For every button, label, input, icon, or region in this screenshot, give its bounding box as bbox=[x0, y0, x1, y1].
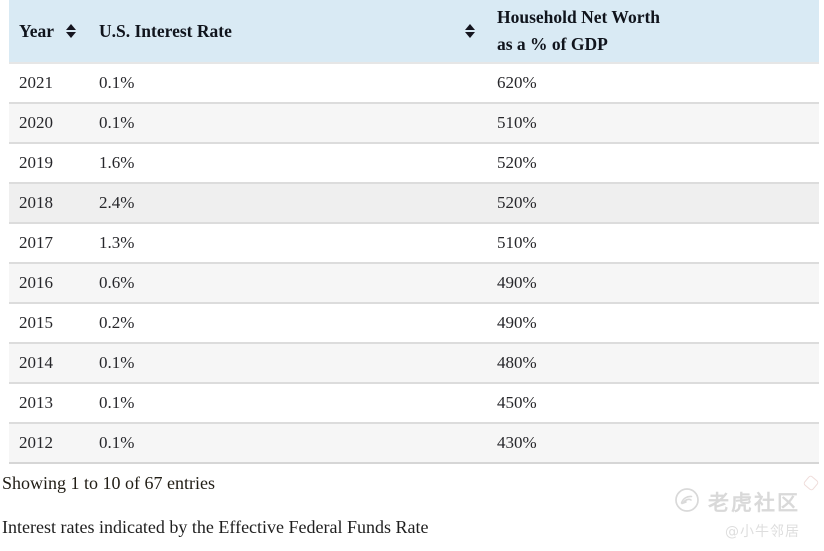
column-header-interest-rate-label: U.S. Interest Rate bbox=[99, 20, 232, 41]
year-cell: 2019 bbox=[9, 142, 89, 183]
interest-rate-cell: 0.2% bbox=[89, 302, 487, 343]
year-cell: 2013 bbox=[9, 382, 89, 423]
table-row[interactable]: 2021 0.1% 620% bbox=[9, 62, 819, 103]
year-cell: 2021 bbox=[9, 62, 89, 103]
net-worth-cell: 520% bbox=[487, 142, 819, 183]
interest-rate-cell: 1.3% bbox=[89, 222, 487, 263]
watermark: 老虎社区 @小牛邻居 bbox=[674, 487, 800, 541]
year-cell: 2018 bbox=[9, 182, 89, 223]
entries-status-text: Showing 1 to 10 of 67 entries bbox=[2, 473, 215, 493]
net-worth-cell: 520% bbox=[487, 182, 819, 223]
interest-rate-cell: 0.1% bbox=[89, 382, 487, 423]
sort-icon[interactable] bbox=[65, 24, 76, 38]
net-worth-cell: 510% bbox=[487, 102, 819, 143]
sort-icon[interactable] bbox=[465, 24, 475, 38]
interest-rate-cell: 0.1% bbox=[89, 102, 487, 143]
data-table: Year U.S. Interest Rate bbox=[9, 0, 819, 464]
header-row: Year U.S. Interest Rate bbox=[9, 0, 819, 63]
net-worth-cell: 450% bbox=[487, 382, 819, 423]
net-worth-cell: 480% bbox=[487, 342, 819, 383]
table-body: 2021 0.1% 620% 2020 0.1% 510% 2019 1.6% … bbox=[9, 62, 819, 463]
column-header-year-label: Year bbox=[19, 20, 54, 41]
year-cell: 2016 bbox=[9, 262, 89, 303]
sort-up-arrow-icon bbox=[465, 24, 475, 30]
table-row[interactable]: 2018 2.4% 520% bbox=[9, 182, 819, 223]
table-row[interactable]: 2016 0.6% 490% bbox=[9, 262, 819, 303]
net-worth-cell: 490% bbox=[487, 262, 819, 303]
interest-rate-table-container: Year U.S. Interest Rate bbox=[9, 0, 819, 464]
net-worth-cell: 490% bbox=[487, 302, 819, 343]
table-header: Year U.S. Interest Rate bbox=[9, 0, 819, 63]
table-row[interactable]: 2014 0.1% 480% bbox=[9, 342, 819, 383]
table-row[interactable]: 2012 0.1% 430% bbox=[9, 422, 819, 463]
column-header-interest-rate[interactable]: U.S. Interest Rate bbox=[89, 0, 487, 63]
column-header-net-worth[interactable]: Household Net Worth as a % of GDP bbox=[487, 0, 819, 63]
year-cell: 2014 bbox=[9, 342, 89, 383]
tiger-community-logo-icon bbox=[674, 487, 700, 517]
net-worth-cell: 620% bbox=[487, 62, 819, 103]
table-row[interactable]: 2020 0.1% 510% bbox=[9, 102, 819, 143]
net-worth-cell: 430% bbox=[487, 422, 819, 463]
table-row[interactable]: 2017 1.3% 510% bbox=[9, 222, 819, 263]
interest-rate-cell: 0.1% bbox=[89, 62, 487, 103]
watermark-handle: @小牛邻居 bbox=[725, 524, 800, 540]
column-header-year[interactable]: Year bbox=[9, 0, 89, 63]
net-worth-cell: 510% bbox=[487, 222, 819, 263]
year-cell: 2017 bbox=[9, 222, 89, 263]
table-row[interactable]: 2015 0.2% 490% bbox=[9, 302, 819, 343]
sort-down-arrow-icon bbox=[65, 32, 76, 38]
sort-up-arrow-icon bbox=[65, 24, 76, 30]
year-cell: 2020 bbox=[9, 102, 89, 143]
interest-rate-cell: 0.1% bbox=[89, 422, 487, 463]
table-row[interactable]: 2013 0.1% 450% bbox=[9, 382, 819, 423]
year-cell: 2012 bbox=[9, 422, 89, 463]
watermark-community-name: 老虎社区 bbox=[708, 491, 800, 515]
interest-rate-cell: 2.4% bbox=[89, 182, 487, 223]
interest-rate-cell: 1.6% bbox=[89, 142, 487, 183]
table-row[interactable]: 2019 1.6% 520% bbox=[9, 142, 819, 183]
footnote-text: Interest rates indicated by the Effectiv… bbox=[2, 517, 429, 537]
sort-down-arrow-icon bbox=[465, 32, 475, 38]
column-header-net-worth-line1: Household Net Worth bbox=[497, 6, 661, 27]
column-header-net-worth-line2: as a % of GDP bbox=[497, 34, 608, 54]
interest-rate-cell: 0.1% bbox=[89, 342, 487, 383]
year-cell: 2015 bbox=[9, 302, 89, 343]
interest-rate-cell: 0.6% bbox=[89, 262, 487, 303]
